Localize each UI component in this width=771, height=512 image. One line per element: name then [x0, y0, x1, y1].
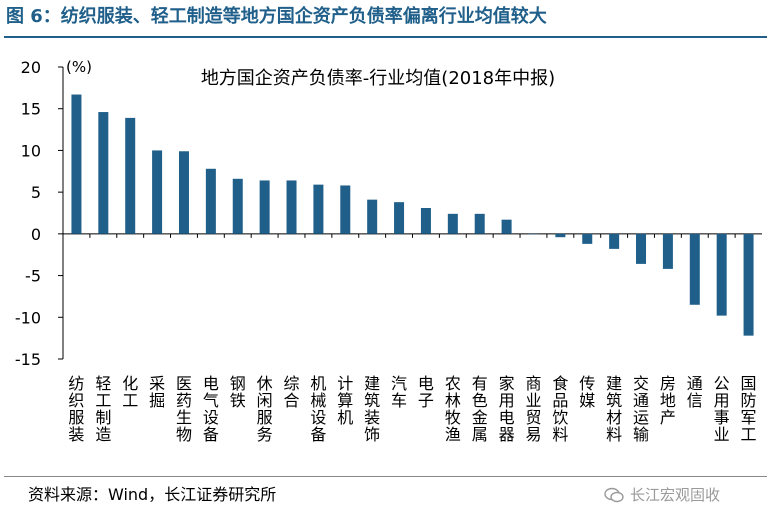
- source-note: 资料来源：Wind，长江证券研究所: [28, 485, 277, 504]
- bar-6: [205, 168, 216, 234]
- title-divider: [4, 36, 767, 38]
- bar-20: [582, 233, 593, 244]
- bar-4: [152, 150, 163, 234]
- y-tick-label: 10: [21, 141, 41, 160]
- y-tick-label: 0: [31, 225, 41, 244]
- bar-7: [232, 178, 243, 234]
- bar-21: [609, 233, 620, 249]
- bars-layer: [71, 94, 754, 336]
- bar-14: [420, 207, 431, 234]
- wechat-icon: [604, 487, 624, 503]
- bar-3: [125, 117, 136, 234]
- bar-25: [716, 233, 727, 316]
- x-tick-label: 钢铁: [230, 374, 246, 410]
- bar-26: [743, 233, 754, 336]
- bar-9: [286, 180, 297, 234]
- bar-23: [662, 233, 673, 269]
- y-tick-label: -10: [15, 308, 41, 327]
- x-tick-label: 建筑装饰: [364, 374, 380, 444]
- y-tick-label: -15: [15, 350, 41, 369]
- bar-12: [367, 199, 378, 234]
- bar-15: [447, 213, 458, 234]
- x-tick-label: 传媒: [579, 374, 595, 410]
- x-tick-label: 机械设备: [310, 374, 326, 444]
- x-tick-label: 综合: [284, 374, 300, 410]
- x-tick-label: 家用电器: [499, 374, 515, 444]
- watermark: 长江宏观固收: [604, 484, 720, 506]
- y-tick-label: 5: [31, 183, 41, 202]
- bar-5: [178, 151, 189, 234]
- chart-title: 地方国企资产负债率-行业均值(2018年中报): [201, 68, 555, 89]
- axes-layer: 20 15 10 5 0 -5 -10 -15 纺织服装轻工制造化工采掘医药生物电气设备钢铁休闲…: [15, 58, 762, 444]
- x-tick-label: 采掘: [149, 374, 165, 410]
- bar-17: [501, 219, 512, 234]
- x-tick-label: 化工: [122, 374, 138, 410]
- x-tick-label: 交通运输: [633, 374, 649, 444]
- x-tick-label: 建筑材料: [606, 374, 622, 444]
- bar-22: [636, 233, 647, 264]
- bar-16: [474, 213, 485, 234]
- x-tick-label: 公用事业: [714, 374, 730, 444]
- x-tick-label: 计算机: [337, 374, 353, 427]
- bar-10: [313, 184, 324, 234]
- unit-label: (%): [66, 58, 92, 76]
- x-tick-label: 国防军工: [741, 374, 757, 444]
- x-tick-label: 电气设备: [203, 374, 219, 444]
- watermark-text: 长江宏观固收: [630, 486, 721, 504]
- y-tick-label: 15: [21, 100, 41, 119]
- bottom-divider: [4, 476, 767, 477]
- y-tick-label: 20: [21, 58, 41, 77]
- bar-24: [689, 233, 700, 305]
- figure-title: 图 6：纺织服装、轻工制造等地方国企资产负债率偏离行业均值较大: [6, 6, 547, 27]
- x-tick-label: 通信: [687, 374, 703, 410]
- bar-1: [71, 94, 82, 234]
- x-tick-label: 商业贸易: [525, 374, 541, 444]
- bar-13: [394, 202, 405, 234]
- x-tick-label: 食品饮料: [552, 374, 568, 444]
- x-tick-label: 汽车: [391, 374, 407, 410]
- x-tick-label: 农林牧渔: [445, 374, 461, 444]
- x-tick-label: 电子: [418, 374, 434, 410]
- x-tick-label: 房地产: [660, 374, 676, 427]
- bar-2: [98, 112, 109, 234]
- bar-18: [528, 233, 539, 235]
- bar-11: [340, 185, 351, 234]
- x-tick-label: 有色金属: [472, 374, 488, 444]
- y-tick-label: -5: [25, 267, 41, 286]
- x-tick-label: 医药生物: [176, 374, 192, 444]
- x-tick-label: 轻工制造: [95, 374, 111, 444]
- x-tick-label: 纺织服装: [68, 374, 84, 444]
- x-tick-label: 休闲服务: [257, 374, 273, 444]
- bar-8: [259, 180, 270, 234]
- bar-19: [555, 233, 566, 238]
